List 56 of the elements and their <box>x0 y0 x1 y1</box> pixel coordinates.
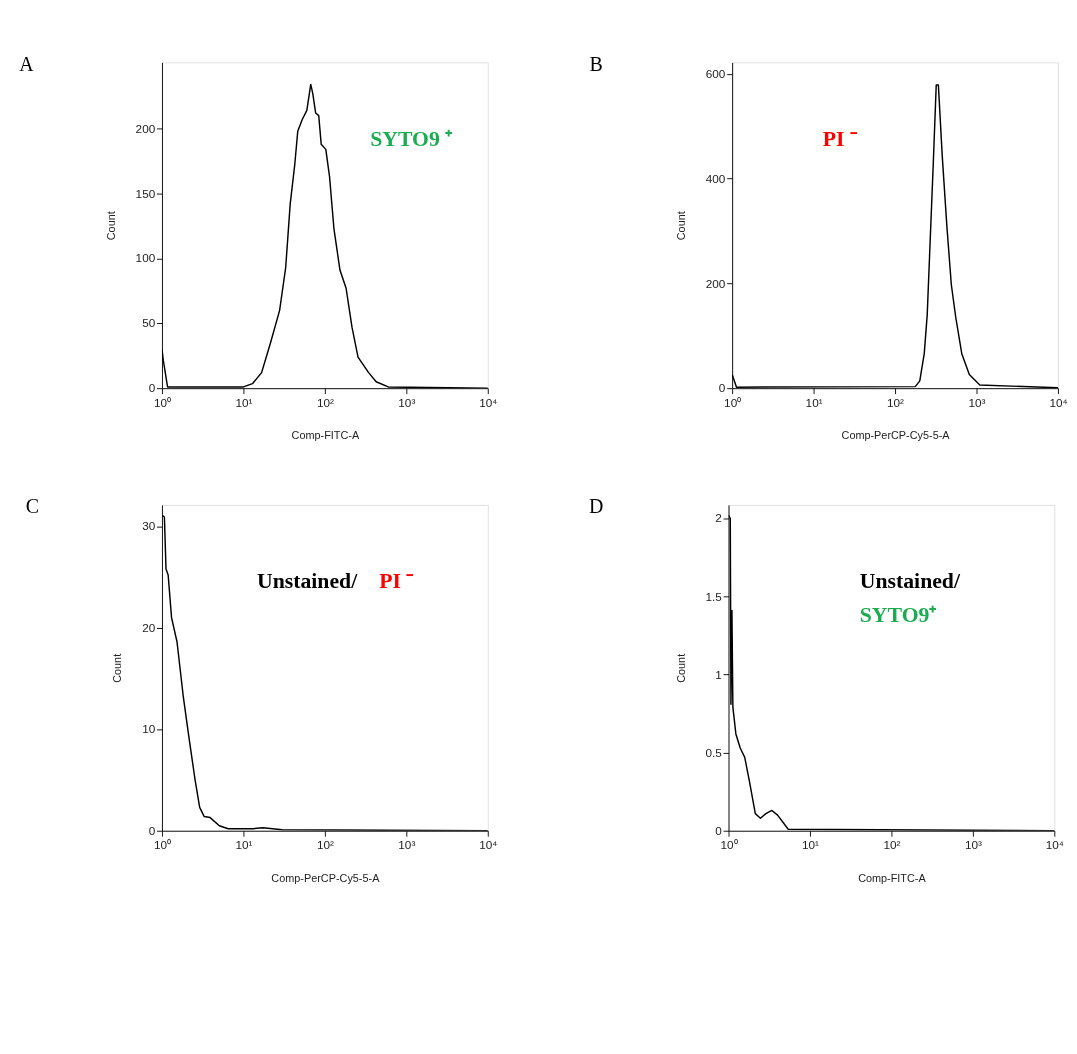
annotation: Unstained/ <box>257 569 359 594</box>
x-tick-label: 10⁴ <box>1045 838 1064 852</box>
y-tick-label: 1 <box>715 667 722 681</box>
y-axis-title: Count <box>674 211 687 241</box>
x-tick-label: 10² <box>316 838 334 852</box>
x-tick-label: 10¹ <box>805 395 823 409</box>
x-tick-label: 10³ <box>398 838 416 852</box>
y-tick-label: 2 <box>715 511 722 525</box>
x-tick-label: 10⁰ <box>153 395 171 409</box>
x-tick-label: 10³ <box>398 395 416 409</box>
y-tick-label: 0.5 <box>705 745 723 759</box>
chart-title: D <box>589 495 604 518</box>
y-tick-label: 0 <box>148 381 156 395</box>
x-axis-title: Comp-FITC-A <box>858 871 927 884</box>
y-tick-label: 400 <box>705 171 726 185</box>
x-tick-label: 10⁰ <box>724 395 742 409</box>
chart-title: B <box>589 52 603 75</box>
y-axis-title: Count <box>674 653 687 683</box>
y-tick-label: 600 <box>705 67 726 80</box>
y-tick-label: 100 <box>135 251 156 265</box>
x-tick-label: 10⁰ <box>720 838 738 852</box>
x-tick-label: 10⁰ <box>153 838 171 852</box>
y-tick-label: 20 <box>142 620 156 634</box>
y-tick-label: 0 <box>148 823 156 837</box>
annotation: PI ⁻ <box>822 126 857 151</box>
annotation: SYTO9⁺ <box>859 602 937 627</box>
x-tick-label: 10¹ <box>801 838 820 852</box>
x-axis-title: Comp-PerCP-Cy5-5-A <box>271 871 381 884</box>
y-tick-label: 1.5 <box>705 589 723 603</box>
x-axis-title: Comp-PerCP-Cy5-5-A <box>841 429 951 442</box>
y-axis-title: Count <box>104 211 117 241</box>
y-tick-label: 200 <box>135 121 156 135</box>
x-tick-label: 10⁴ <box>479 395 498 409</box>
x-tick-label: 10¹ <box>235 395 253 409</box>
y-tick-label: 150 <box>135 186 156 200</box>
y-tick-label: 200 <box>705 276 726 290</box>
chart-title: A <box>19 52 35 75</box>
x-tick-label: 10² <box>883 838 901 852</box>
x-tick-label: 10⁴ <box>479 838 498 852</box>
x-tick-label: 10³ <box>968 395 986 409</box>
x-tick-label: 10¹ <box>235 838 253 852</box>
annotation: PI ⁻ <box>379 569 414 594</box>
x-tick-label: 10⁴ <box>1049 395 1068 409</box>
x-tick-label: 10² <box>887 395 905 409</box>
annotation: Unstained/ <box>859 569 961 594</box>
annotation: SYTO9 ⁺ <box>370 126 453 151</box>
y-tick-label: 30 <box>142 519 156 533</box>
y-axis-title: Count <box>111 653 124 683</box>
y-tick-label: 0 <box>715 823 723 837</box>
x-tick-label: 10² <box>316 395 334 409</box>
y-tick-label: 50 <box>142 316 156 330</box>
x-axis-title: Comp-FITC-A <box>291 429 360 442</box>
y-tick-label: 10 <box>142 722 156 736</box>
chart-title: C <box>25 495 40 518</box>
y-tick-label: 0 <box>718 381 726 395</box>
x-tick-label: 10³ <box>964 838 982 852</box>
